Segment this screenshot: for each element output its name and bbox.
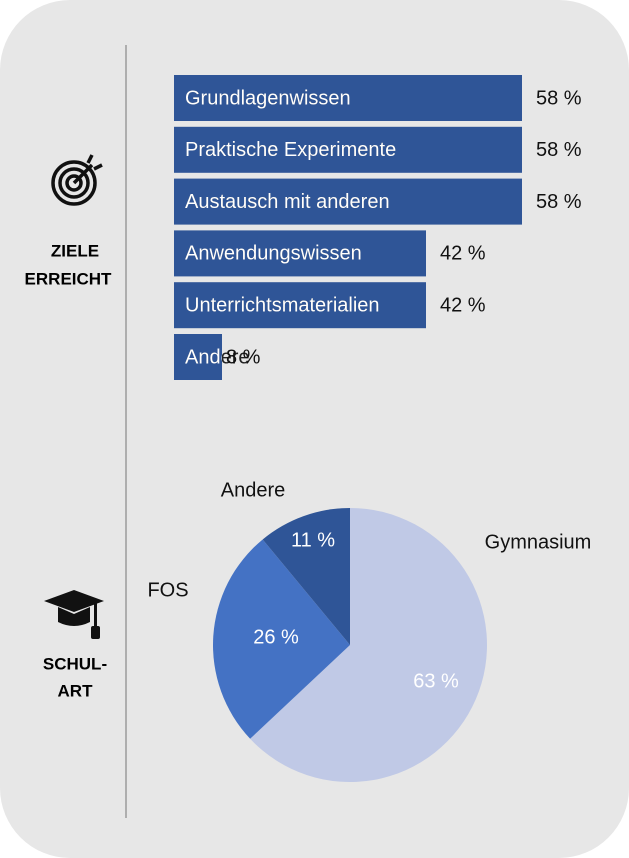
slice-value: 26 % — [253, 626, 299, 648]
bar-label: Grundlagenwissen — [185, 87, 351, 109]
slice-label: Gymnasium — [485, 531, 592, 553]
bar-label: Grundlagenwissen — [185, 87, 351, 109]
graduation-icon — [44, 590, 104, 639]
slice-value: 11 % — [291, 529, 335, 551]
value-label: 58 % — [536, 191, 582, 213]
value-label: 42 % — [440, 294, 486, 316]
side-label: ART — [58, 681, 94, 700]
bar-label: Andere — [185, 346, 250, 368]
side-label: ERREICHT — [25, 269, 113, 288]
bar-label: Andere — [185, 346, 250, 368]
target-icon — [51, 154, 103, 206]
slice-label: FOS — [147, 579, 188, 601]
side-label: ZIELE — [51, 241, 99, 260]
bar-label: Praktische Experimente — [185, 139, 396, 161]
bar — [174, 230, 426, 277]
pie-slice — [262, 508, 350, 645]
bar — [174, 178, 522, 225]
value-label: 58 % — [536, 87, 582, 109]
pie-slice — [213, 539, 350, 739]
pie-slice — [250, 508, 488, 782]
bar-label: Unterrichtsmaterialien — [185, 294, 380, 316]
bar — [174, 75, 522, 121]
value-label: 58 % — [536, 139, 582, 161]
bar — [174, 282, 426, 329]
slice-label: Andere — [221, 479, 286, 501]
bar-label: Anwendungswissen — [185, 243, 362, 265]
bar-label: Unterrichtsmaterialien — [185, 294, 380, 316]
slice-value: 63 % — [413, 670, 459, 692]
value-label: 42 % — [440, 243, 486, 265]
value-label: 8 % — [226, 346, 261, 368]
bar-label: Austausch mit anderen — [185, 191, 390, 213]
bar — [174, 334, 222, 380]
bar-label: Austausch mit anderen — [185, 191, 390, 213]
bar — [174, 126, 522, 173]
bar-label: Anwendungswissen — [185, 243, 362, 265]
bar-label: Praktische Experimente — [185, 139, 396, 161]
side-label: SCHUL- — [43, 654, 107, 673]
